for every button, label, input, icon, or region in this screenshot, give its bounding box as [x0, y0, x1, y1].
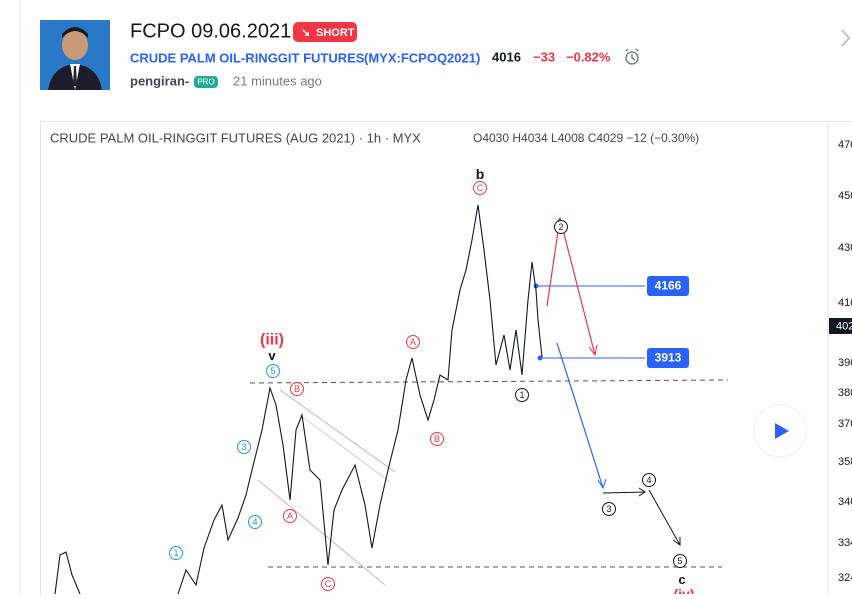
- wave-label: b: [476, 166, 485, 182]
- change-pct: −0.82%: [566, 49, 611, 64]
- wave-label: 2: [558, 222, 563, 232]
- price-label: 430: [838, 242, 852, 254]
- wave-label: C: [477, 183, 484, 193]
- level-label: 3913: [655, 351, 682, 365]
- price-label: 340: [838, 496, 852, 508]
- avatar: [40, 20, 110, 90]
- wave-label: B: [294, 384, 300, 394]
- author[interactable]: pengiran-: [130, 73, 189, 88]
- short-arrow: ↘: [301, 27, 310, 39]
- price-label: 410: [838, 297, 852, 309]
- wave-label: A: [410, 337, 416, 347]
- wave-label: B: [434, 434, 440, 444]
- wave-label: C: [325, 579, 332, 589]
- wave-label: A: [287, 511, 293, 521]
- price-label: 358: [838, 456, 852, 468]
- price-label: 334: [838, 537, 852, 549]
- idea-title: FCPO 09.06.2021: [130, 20, 291, 42]
- wave-label: (iv): [674, 586, 695, 594]
- symbol-name[interactable]: CRUDE PALM OIL-RINGGIT FUTURES: [130, 50, 365, 65]
- time: 21 minutes ago: [233, 73, 322, 88]
- wave-label: 4: [646, 475, 651, 485]
- chart-legend: CRUDE PALM OIL-RINGGIT FUTURES (AUG 2021…: [50, 130, 421, 145]
- wave-label: c: [678, 572, 685, 587]
- price-label: 324: [838, 572, 852, 584]
- wave-label: 4: [252, 517, 257, 527]
- price-label: 380: [838, 387, 852, 399]
- price-label: 370: [838, 418, 852, 430]
- price-label: 450: [838, 190, 852, 202]
- wave-label: 5: [270, 366, 275, 376]
- price-label: 470: [838, 139, 852, 151]
- wave-label: 1: [519, 390, 524, 400]
- wave-label: (iii): [260, 332, 284, 349]
- change: −33: [533, 49, 555, 64]
- chart-frame: [41, 122, 852, 595]
- ohlc: O4030 H4034 L4008 C4029 −12 (−0.30%): [473, 131, 699, 145]
- price: 4016: [492, 49, 521, 64]
- level-label: 4166: [655, 279, 682, 293]
- current-price: 402: [836, 320, 852, 332]
- wave-label: 5: [677, 556, 682, 566]
- wave-label: v: [268, 348, 276, 363]
- wave-label: 3: [241, 442, 246, 452]
- symbol-code[interactable]: (MYX:FCPOQ2021): [364, 50, 480, 65]
- short-text: SHORT: [316, 27, 355, 39]
- wave-label: 3: [606, 504, 611, 514]
- pro-text: PRO: [197, 78, 214, 87]
- wave-label: 1: [173, 548, 178, 558]
- price-label: 390: [838, 357, 852, 369]
